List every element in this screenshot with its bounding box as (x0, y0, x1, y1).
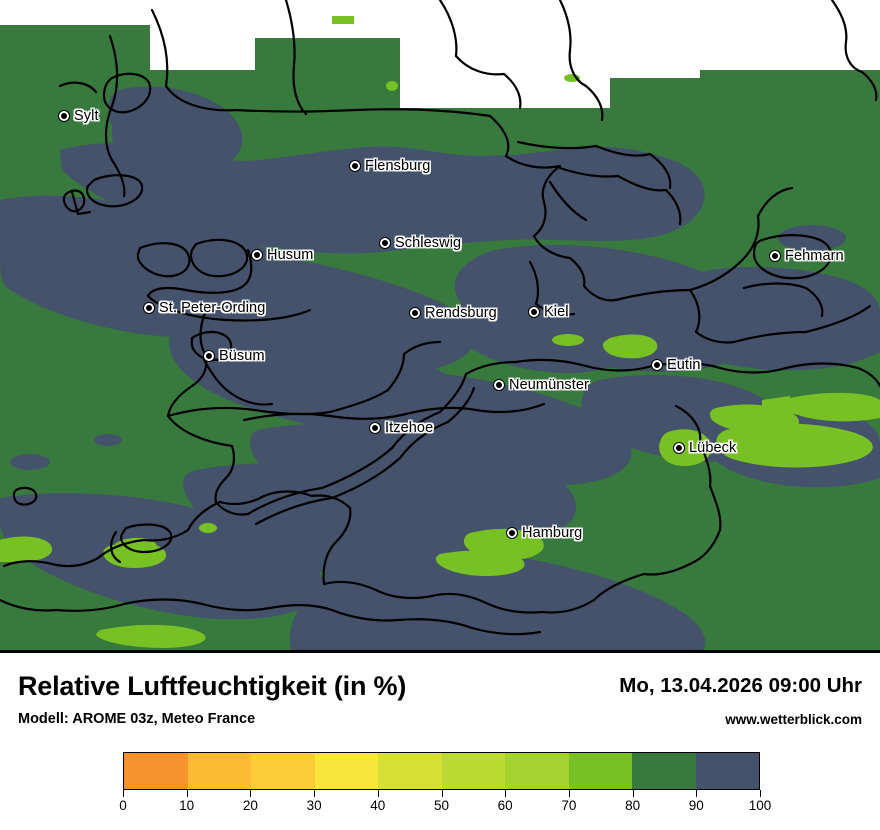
city-dot-icon (370, 423, 380, 433)
footer-panel: Relative Luftfeuchtigkeit (in %) Modell:… (0, 653, 880, 830)
colorbar-tick-label: 10 (179, 798, 195, 813)
city-dot-icon (770, 251, 780, 261)
colorbar-tick-mark (314, 790, 316, 797)
colorbar-band-0-10 (124, 753, 188, 789)
colorbar-tick-mark (250, 790, 252, 797)
city-label: Fehmarn (785, 248, 844, 264)
colorbar-tick-label: 20 (242, 798, 258, 813)
colorbar-tick-mark (696, 790, 698, 797)
colorbar-tick-mark (377, 790, 379, 797)
city-label: St. Peter-Ording (159, 300, 266, 316)
city-dot-icon (350, 161, 360, 171)
colorbar-tick-mark (123, 790, 124, 797)
city-marker-luebeck[interactable]: Lübeck (674, 440, 736, 456)
colorbar-tick-label: 60 (497, 798, 513, 813)
city-marker-schleswig[interactable]: Schleswig (380, 235, 461, 251)
city-dot-icon (507, 528, 517, 538)
colorbar-band-90-100 (695, 753, 759, 789)
colorbar-tick-label: 90 (688, 798, 704, 813)
city-marker-buesum[interactable]: Büsum (204, 348, 265, 364)
colorbar-tick-mark (632, 790, 634, 797)
colorbar-tick-mark (441, 790, 443, 797)
city-marker-fehmarn[interactable]: Fehmarn (770, 248, 844, 264)
city-marker-rendsburg[interactable]: Rendsburg (410, 305, 497, 321)
colorbar-tick-mark (186, 790, 188, 797)
colorbar-tick-label: 100 (748, 798, 772, 813)
website-label: www.wetterblick.com (725, 712, 862, 727)
city-marker-neumuenster[interactable]: Neumünster (494, 377, 589, 393)
page-title: Relative Luftfeuchtigkeit (in %) (18, 671, 407, 701)
colorbar-band-20-30 (251, 753, 315, 789)
colorbar-ticks: 0 10 20 30 40 50 60 70 80 90 100 (119, 790, 771, 816)
city-marker-sylt[interactable]: Sylt (59, 108, 99, 124)
city-label: Flensburg (365, 158, 431, 174)
map-panel[interactable]: Sylt Flensburg Schleswig Fehmarn Husum S… (0, 0, 880, 653)
city-label: Schleswig (395, 235, 462, 251)
city-marker-eutin[interactable]: Eutin (652, 357, 701, 373)
city-label: Sylt (74, 108, 99, 124)
colorbar-band-30-40 (314, 753, 378, 789)
colorbar-tick-mark (568, 790, 570, 797)
city-marker-kiel[interactable]: Kiel (529, 304, 569, 320)
colorbar-band-10-20 (187, 753, 251, 789)
colorbar-band-70-80 (568, 753, 632, 789)
city-dot-icon (204, 351, 214, 361)
city-dot-icon (652, 360, 662, 370)
city-marker-itzehoe[interactable]: Itzehoe (370, 420, 433, 436)
colorbar-swatches (123, 752, 760, 790)
colorbar-band-80-90 (632, 753, 696, 789)
city-label: Büsum (219, 348, 265, 364)
humidity-raster-map (0, 0, 880, 650)
city-label: Itzehoe (385, 420, 434, 436)
colorbar-tick-label: 40 (370, 798, 386, 813)
city-label: Rendsburg (425, 305, 497, 321)
colorbar-legend: 0 10 20 30 40 50 60 70 80 90 100 (119, 752, 771, 813)
city-label: Kiel (544, 304, 569, 320)
city-label: Hamburg (522, 525, 583, 541)
colorbar-band-50-60 (441, 753, 505, 789)
colorbar-tick-label: 30 (306, 798, 322, 813)
city-dot-icon (674, 443, 684, 453)
colorbar-band-60-70 (505, 753, 569, 789)
city-marker-flensburg[interactable]: Flensburg (350, 158, 430, 174)
city-dot-icon (529, 307, 539, 317)
model-subtitle: Modell: AROME 03z, Meteo France (18, 711, 256, 727)
city-label: Eutin (667, 357, 701, 373)
colorbar-tick-label: 70 (561, 798, 577, 813)
city-marker-st-peter-ording[interactable]: St. Peter-Ording (144, 300, 265, 316)
city-label: Lübeck (689, 440, 737, 456)
city-label: Neumünster (509, 377, 589, 393)
city-dot-icon (410, 308, 420, 318)
city-label: Husum (267, 247, 314, 263)
city-dot-icon (144, 303, 154, 313)
colorbar-tick-label: 0 (119, 798, 127, 813)
city-dot-icon (380, 238, 390, 248)
colorbar-tick-label: 50 (433, 798, 450, 813)
forecast-timestamp: Mo, 13.04.2026 09:00 Uhr (619, 674, 862, 697)
colorbar-tick-mark (760, 790, 761, 797)
city-marker-hamburg[interactable]: Hamburg (507, 525, 582, 541)
city-marker-husum[interactable]: Husum (252, 247, 313, 263)
city-dot-icon (252, 250, 262, 260)
city-dot-icon (59, 111, 69, 121)
colorbar-tick-label: 80 (625, 798, 641, 813)
colorbar-band-40-50 (378, 753, 442, 789)
colorbar-tick-mark (505, 790, 507, 797)
city-dot-icon (494, 380, 504, 390)
